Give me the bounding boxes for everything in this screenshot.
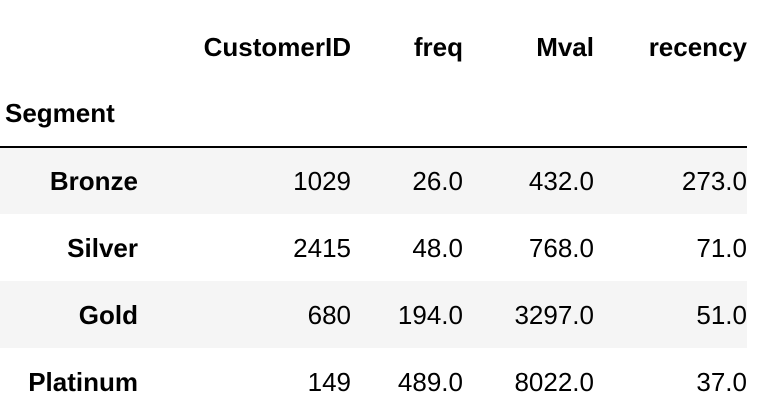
row-index-label: Gold xyxy=(78,299,138,330)
table-cell-mval: 3297.0 xyxy=(514,299,594,330)
row-index-label: Silver xyxy=(67,232,138,263)
column-header-customerid: CustomerID xyxy=(203,32,351,62)
table-body: Bronze 1029 26.0 432.0 273.0 Silver 2415… xyxy=(0,147,747,415)
table-cell-recency: 51.0 xyxy=(696,299,747,330)
index-header-blank xyxy=(594,80,747,148)
column-header-row: CustomerID freq Mval recency xyxy=(0,14,747,80)
row-index-label: Bronze xyxy=(49,166,138,196)
table-header: CustomerID freq Mval recency Segment xyxy=(0,14,747,148)
table-row: Bronze 1029 26.0 432.0 273.0 xyxy=(0,147,747,214)
table-cell-mval: 768.0 xyxy=(528,232,594,263)
column-header-mval: Mval xyxy=(536,32,594,62)
index-header-row: Segment xyxy=(0,80,747,148)
table-cell-customerid: 1029 xyxy=(293,166,351,196)
table-cell-customerid: 149 xyxy=(307,366,351,397)
dataframe-table: CustomerID freq Mval recency Segment Bro… xyxy=(0,14,747,415)
index-header-blank xyxy=(463,80,594,148)
table-cell-freq: 26.0 xyxy=(412,166,463,196)
table-cell-recency: 273.0 xyxy=(681,166,747,196)
index-header-blank xyxy=(138,80,351,148)
table-row: Silver 2415 48.0 768.0 71.0 xyxy=(0,214,747,281)
column-header-freq: freq xyxy=(413,32,463,62)
index-name-header: Segment xyxy=(0,80,138,148)
table-row: Platinum 149 489.0 8022.0 37.0 xyxy=(0,348,747,415)
column-header-recency: recency xyxy=(648,32,747,62)
table-cell-mval: 432.0 xyxy=(528,166,594,196)
table-cell-customerid: 680 xyxy=(307,299,351,330)
table-cell-freq: 48.0 xyxy=(412,232,463,263)
row-index-label: Platinum xyxy=(28,366,138,397)
table-cell-customerid: 2415 xyxy=(293,232,351,263)
table-row: Gold 680 194.0 3297.0 51.0 xyxy=(0,281,747,348)
dataframe-output: CustomerID freq Mval recency Segment Bro… xyxy=(0,14,767,415)
table-cell-recency: 71.0 xyxy=(696,232,747,263)
table-cell-mval: 8022.0 xyxy=(514,366,594,397)
table-cell-freq: 194.0 xyxy=(397,299,463,330)
table-cell-recency: 37.0 xyxy=(696,366,747,397)
index-header-blank xyxy=(351,80,463,148)
table-cell-freq: 489.0 xyxy=(397,366,463,397)
header-corner-cell xyxy=(0,14,138,80)
